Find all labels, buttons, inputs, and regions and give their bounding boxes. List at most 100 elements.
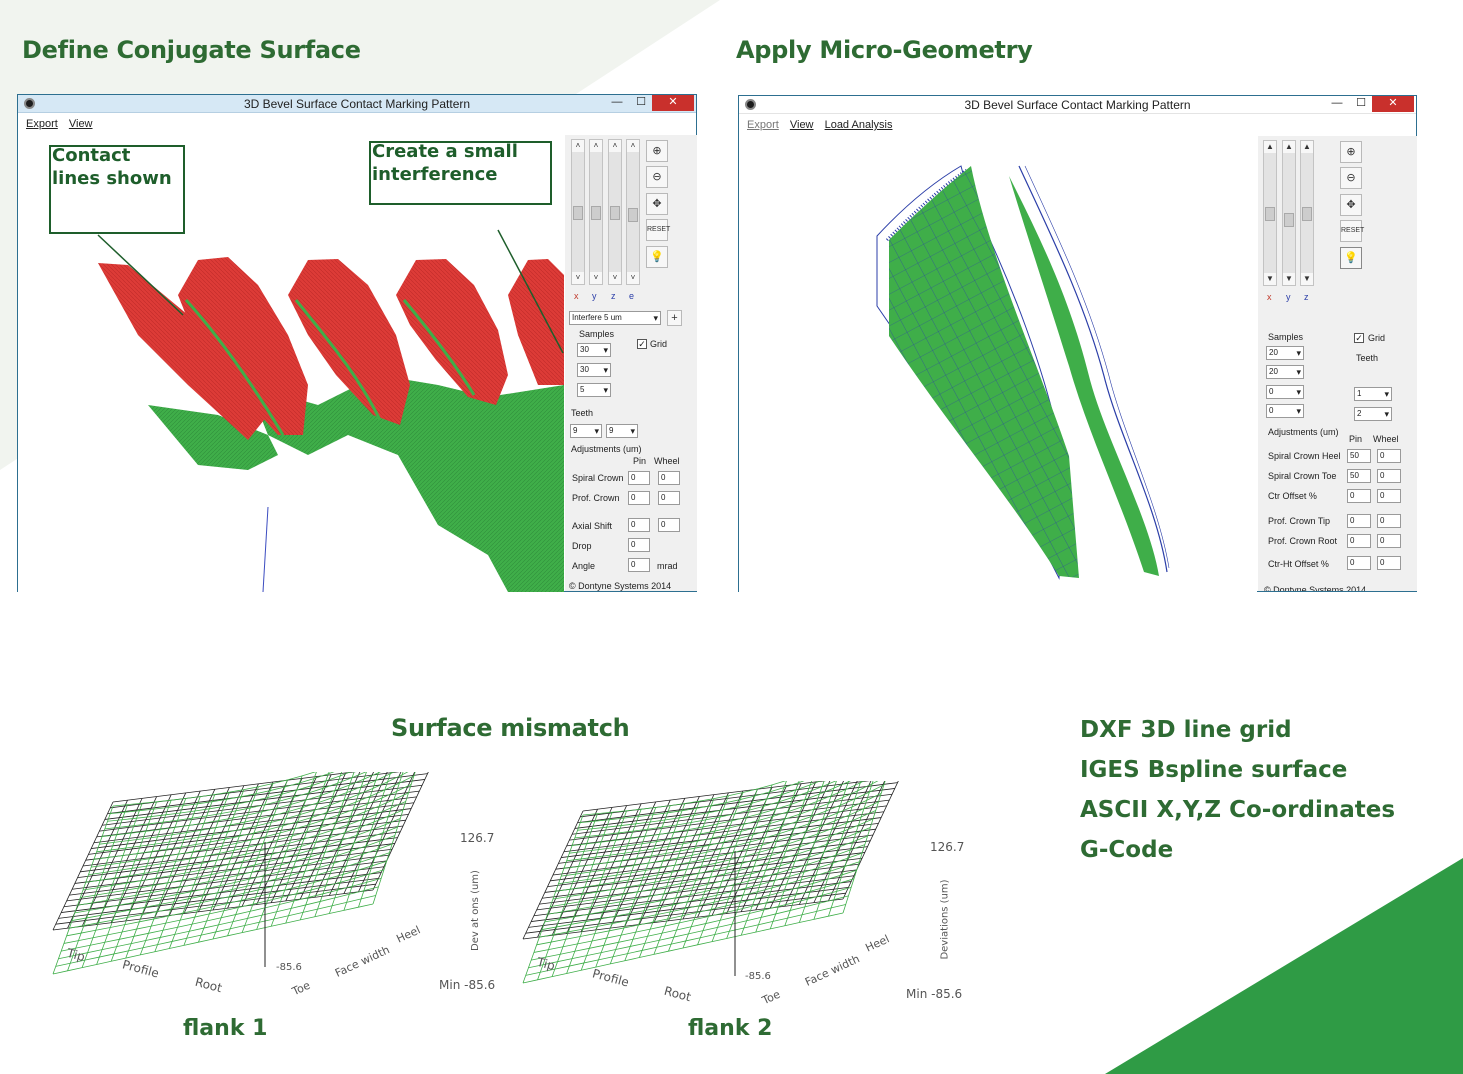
prof-crown-tip-label: Prof. Crown Tip [1268,516,1331,526]
pan-icon[interactable]: ✥ [1340,194,1362,216]
zoom-out-icon[interactable]: ⊖ [646,166,668,188]
axis-label-e: e [629,291,635,301]
wheel-label: Wheel [654,456,680,466]
samples-select-2[interactable]: 20 [1266,365,1304,379]
flank-3d-viewport[interactable] [739,136,1257,592]
samples-select-3[interactable]: 5 [577,383,611,397]
light-bulb-icon[interactable]: 💡 [1340,247,1362,269]
prof-crown-root-wheel-input[interactable]: 0 [1377,534,1401,548]
angle-input[interactable]: 0 [628,558,650,572]
spiral-crown-toe-wheel-input[interactable]: 0 [1377,469,1401,483]
teeth-label: Teeth [571,408,594,418]
samples-select-1[interactable]: 30 [577,343,611,357]
grid-checkbox[interactable]: ✓ [637,339,647,349]
slider-y[interactable]: ▲ ▼ [1282,140,1296,286]
copyright-left: © Dontyne Systems 2014 [569,581,672,591]
samples-select-4[interactable]: 0 [1266,404,1304,418]
window-title: 3D Bevel Surface Contact Marking Pattern [243,97,471,111]
pin-label: Pin [1349,434,1363,444]
spiral-crown-heel-wheel-input[interactable]: 0 [1377,449,1401,463]
menu-view[interactable]: View [789,119,814,131]
drop-label: Drop [572,541,592,551]
plot1-deviations-label: Dev at ons (um) [469,870,481,951]
ctr-ht-offset-pin-input[interactable]: 0 [1347,556,1371,570]
teeth-select-2[interactable]: 9 [606,424,638,438]
copyright-right: © Dontyne Systems 2014 [1264,585,1367,591]
minimize-button[interactable]: — [611,96,623,108]
spiral-crown-heel-pin-input[interactable]: 50 [1347,449,1371,463]
app-icon [24,98,35,109]
teeth-select-2[interactable]: 2 [1354,407,1392,421]
slider-e[interactable]: ˄ ˅ [626,139,640,285]
reset-icon[interactable]: RESET [1340,220,1364,242]
prof-crown-tip-pin-input[interactable]: 0 [1347,514,1371,528]
samples-label: Samples [1268,332,1304,342]
samples-select-1[interactable]: 20 [1266,346,1304,360]
slider-x[interactable]: ▲ ▼ [1263,140,1277,286]
plot1-max-label: 126.7 [460,831,495,845]
ctr-ht-offset-wheel-input[interactable]: 0 [1377,556,1401,570]
ctr-offset-wheel-input[interactable]: 0 [1377,489,1401,503]
samples-select-2[interactable]: 30 [577,363,611,377]
zoom-out-icon[interactable]: ⊖ [1340,167,1362,189]
teeth-select-1[interactable]: 9 [570,424,602,438]
prof-crown-tip-wheel-input[interactable]: 0 [1377,514,1401,528]
heading-apply-micro-geometry: Apply Micro-Geometry [736,36,1033,64]
axial-shift-wheel-input[interactable]: 0 [658,518,680,532]
plot2-deviations-label: Deviations (um) [939,879,951,960]
slider-y[interactable]: ˄ ˅ [589,139,603,285]
menu-view[interactable]: View [68,118,93,130]
zoom-in-icon[interactable]: ⊕ [646,140,668,162]
axial-shift-pin-input[interactable]: 0 [628,518,650,532]
ctr-offset-pin-input[interactable]: 0 [1347,489,1371,503]
plot1-caption: flank 1 [183,1016,268,1041]
spiral-crown-toe-pin-input[interactable]: 50 [1347,469,1371,483]
prof-crown-root-pin-input[interactable]: 0 [1347,534,1371,548]
heading-define-conjugate-surface: Define Conjugate Surface [22,36,361,64]
axis-label-z: z [611,291,616,301]
window-left: 3D Bevel Surface Contact Marking Pattern… [17,94,697,592]
adjustments-label: Adjustments (um) [571,444,642,454]
spiral-crown-heel-label: Spiral Crown Heel [1268,451,1341,461]
plot1-min-label: Min -85.6 [439,978,496,992]
reset-icon[interactable]: RESET [646,219,670,241]
slider-z[interactable]: ˄ ˅ [608,139,622,285]
gear-teeth-render [97,229,564,592]
teeth-select-1[interactable]: 1 [1354,387,1392,401]
prof-crown-wheel-input[interactable]: 0 [658,491,680,505]
menu-load-analysis[interactable]: Load Analysis [824,119,893,131]
maximize-button[interactable]: ☐ [1356,97,1366,109]
spiral-crown-pin-input[interactable]: 0 [628,471,650,485]
interference-select[interactable]: Interfere 5 um [569,311,661,325]
grid-checkbox[interactable]: ✓ [1354,333,1364,343]
spiral-crown-wheel-input[interactable]: 0 [658,471,680,485]
export-item-ascii: ASCII X,Y,Z Co-ordinates [1080,797,1396,823]
pan-icon[interactable]: ✥ [646,193,668,215]
slider-x[interactable]: ˄ ˅ [571,139,585,285]
plot2-min-label: Min -85.6 [906,987,963,1001]
zoom-in-icon[interactable]: ⊕ [1340,141,1362,163]
gear-3d-viewport[interactable] [18,135,564,592]
light-bulb-icon[interactable]: 💡 [646,246,668,268]
grid-plane [522,781,899,940]
samples-select-3[interactable]: 0 [1266,385,1304,399]
menu-export[interactable]: Export [26,118,58,130]
maximize-button[interactable]: ☐ [636,96,646,108]
drop-input[interactable]: 0 [628,538,650,552]
menu-export[interactable]: Export [747,119,779,131]
plot2-caption: flank 2 [688,1016,773,1041]
minimize-button[interactable]: — [1331,97,1343,109]
menu-bar: Export View Load Analysis [739,115,1416,135]
export-formats-list: DXF 3D line grid IGES Bspline surface AS… [1080,712,1395,872]
pin-label: Pin [633,456,647,466]
slider-z[interactable]: ▲ ▼ [1300,140,1314,286]
plus-button[interactable]: + [667,310,682,326]
flank-surface-render [876,165,1170,580]
adjustments-label: Adjustments (um) [1268,427,1339,437]
close-button[interactable]: ✕ [652,95,694,111]
plot2-zero-label: -85.6 [745,971,771,982]
spiral-crown-toe-label: Spiral Crown Toe [1268,471,1337,481]
prof-crown-root-label: Prof. Crown Root [1268,536,1338,546]
close-button[interactable]: ✕ [1372,96,1414,112]
prof-crown-pin-input[interactable]: 0 [628,491,650,505]
